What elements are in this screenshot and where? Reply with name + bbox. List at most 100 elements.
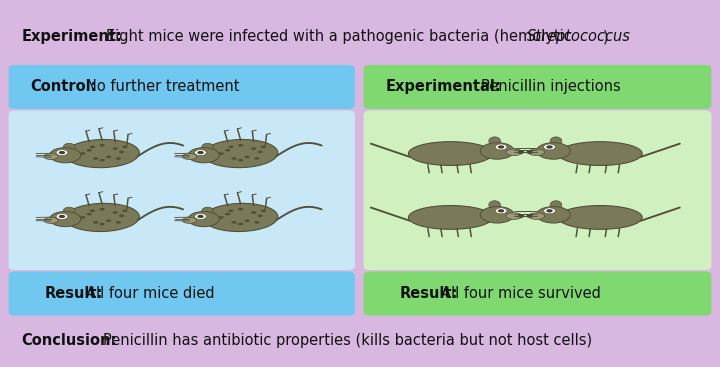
FancyBboxPatch shape bbox=[9, 11, 711, 62]
Text: Penicillin injections: Penicillin injections bbox=[481, 80, 621, 94]
Circle shape bbox=[232, 221, 237, 224]
Ellipse shape bbox=[50, 211, 81, 227]
Ellipse shape bbox=[188, 211, 220, 227]
Circle shape bbox=[495, 144, 507, 150]
Ellipse shape bbox=[489, 201, 500, 209]
Circle shape bbox=[90, 146, 95, 148]
Ellipse shape bbox=[204, 203, 278, 232]
Circle shape bbox=[251, 211, 256, 214]
Ellipse shape bbox=[558, 206, 642, 229]
Circle shape bbox=[106, 219, 111, 222]
Circle shape bbox=[544, 208, 555, 214]
Ellipse shape bbox=[65, 139, 140, 168]
Circle shape bbox=[99, 144, 104, 147]
Ellipse shape bbox=[63, 207, 75, 214]
FancyBboxPatch shape bbox=[9, 65, 355, 109]
FancyBboxPatch shape bbox=[364, 65, 711, 109]
Ellipse shape bbox=[44, 153, 58, 160]
Circle shape bbox=[197, 215, 204, 218]
Circle shape bbox=[228, 146, 233, 148]
Circle shape bbox=[59, 215, 66, 218]
Circle shape bbox=[261, 210, 266, 212]
Circle shape bbox=[245, 219, 250, 222]
Ellipse shape bbox=[506, 149, 522, 156]
Ellipse shape bbox=[536, 207, 570, 223]
Circle shape bbox=[544, 144, 555, 150]
Circle shape bbox=[546, 209, 553, 212]
Circle shape bbox=[99, 208, 104, 211]
Circle shape bbox=[251, 147, 256, 150]
Ellipse shape bbox=[550, 201, 562, 209]
Ellipse shape bbox=[202, 207, 213, 214]
Text: All four mice survived: All four mice survived bbox=[441, 286, 601, 301]
Circle shape bbox=[498, 145, 504, 149]
Circle shape bbox=[93, 221, 98, 224]
Circle shape bbox=[518, 150, 524, 154]
Ellipse shape bbox=[528, 149, 544, 156]
Text: Streptococcus: Streptococcus bbox=[527, 29, 631, 44]
Circle shape bbox=[86, 213, 91, 215]
Circle shape bbox=[194, 214, 207, 219]
Circle shape bbox=[80, 152, 85, 155]
Circle shape bbox=[106, 156, 111, 158]
Ellipse shape bbox=[408, 206, 492, 229]
Ellipse shape bbox=[506, 213, 522, 219]
Circle shape bbox=[232, 157, 237, 160]
Circle shape bbox=[59, 151, 66, 154]
Circle shape bbox=[116, 157, 121, 160]
Circle shape bbox=[254, 157, 259, 160]
Circle shape bbox=[238, 159, 243, 161]
Circle shape bbox=[119, 214, 124, 217]
Text: Experimental:: Experimental: bbox=[385, 80, 501, 94]
Circle shape bbox=[56, 150, 68, 156]
Ellipse shape bbox=[44, 217, 58, 224]
Ellipse shape bbox=[536, 143, 570, 159]
FancyBboxPatch shape bbox=[364, 110, 711, 270]
Circle shape bbox=[86, 149, 91, 152]
Ellipse shape bbox=[550, 137, 562, 145]
Circle shape bbox=[238, 144, 243, 147]
Circle shape bbox=[99, 159, 104, 161]
Ellipse shape bbox=[408, 142, 492, 166]
Ellipse shape bbox=[182, 153, 197, 160]
Ellipse shape bbox=[188, 148, 220, 163]
Ellipse shape bbox=[480, 143, 514, 159]
Text: Eight mice were infected with a pathogenic bacteria (hemolytic: Eight mice were infected with a pathogen… bbox=[106, 29, 576, 44]
Ellipse shape bbox=[63, 143, 75, 150]
Circle shape bbox=[238, 223, 243, 225]
Text: Result:: Result: bbox=[400, 286, 458, 301]
Ellipse shape bbox=[480, 207, 514, 223]
Circle shape bbox=[90, 210, 95, 212]
Text: All four mice died: All four mice died bbox=[86, 286, 215, 301]
Circle shape bbox=[498, 209, 504, 212]
Text: Conclusion:: Conclusion: bbox=[22, 333, 117, 348]
Text: Control:: Control: bbox=[30, 80, 96, 94]
Circle shape bbox=[116, 221, 121, 224]
FancyBboxPatch shape bbox=[9, 272, 355, 316]
Text: Penicillin has antibiotic properties (kills bacteria but not host cells): Penicillin has antibiotic properties (ki… bbox=[103, 333, 592, 348]
Circle shape bbox=[93, 157, 98, 160]
Circle shape bbox=[112, 211, 117, 214]
Text: Experiment:: Experiment: bbox=[22, 29, 122, 44]
Circle shape bbox=[546, 145, 553, 149]
Circle shape bbox=[197, 151, 204, 154]
Text: ): ) bbox=[603, 29, 609, 44]
Text: Result:: Result: bbox=[45, 286, 103, 301]
Ellipse shape bbox=[528, 213, 544, 219]
Circle shape bbox=[56, 214, 68, 219]
Circle shape bbox=[225, 149, 230, 152]
Circle shape bbox=[258, 214, 263, 217]
Circle shape bbox=[261, 146, 266, 148]
Circle shape bbox=[99, 223, 104, 225]
Ellipse shape bbox=[489, 137, 500, 145]
Ellipse shape bbox=[204, 139, 278, 168]
Circle shape bbox=[238, 208, 243, 211]
Text: No further treatment: No further treatment bbox=[86, 80, 240, 94]
Circle shape bbox=[254, 221, 259, 224]
Circle shape bbox=[518, 214, 524, 218]
Circle shape bbox=[526, 214, 533, 218]
Circle shape bbox=[526, 150, 533, 154]
Circle shape bbox=[122, 210, 127, 212]
Circle shape bbox=[225, 213, 230, 215]
Circle shape bbox=[122, 146, 127, 148]
